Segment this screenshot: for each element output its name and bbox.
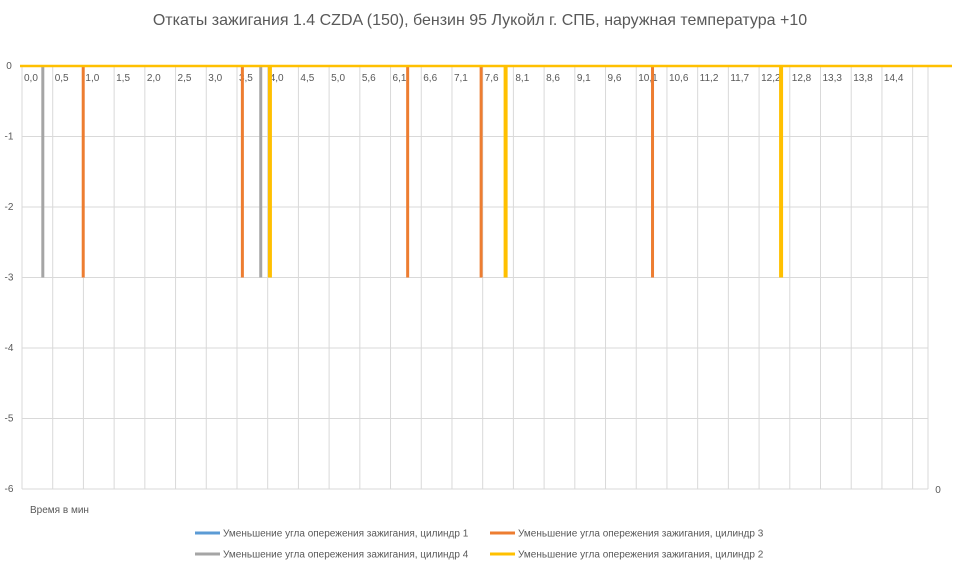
x-tick-label: 6,1 [393, 73, 407, 84]
x-axis: 0,0 0,5 1,0 1,5 2,0 2,5 3,0 3,5 4,0 4,5 5,0 5,6 6,1 6… [24, 73, 904, 84]
x-tick-label: 5,6 [362, 73, 376, 84]
series-layer [20, 64, 952, 278]
grid [21, 65, 929, 490]
y-tick-label: -4 [5, 343, 14, 354]
x-tick-label: 13,8 [853, 73, 873, 84]
x-tick-label: 4,5 [300, 73, 314, 84]
chart-title: Откаты зажигания 1.4 CZDA (150), бензин … [153, 12, 807, 29]
x-tick-label: 12,8 [792, 73, 812, 84]
x-tick-label: 0,5 [55, 73, 69, 84]
x-tick-label: 2,0 [147, 73, 161, 84]
x-tick-label: 14,4 [884, 73, 904, 84]
x-tick-label: 11,2 [700, 73, 719, 84]
y-tick-label: 0 [6, 61, 12, 72]
x-tick-label: 9,6 [608, 73, 622, 84]
x-tick-label: 7,6 [485, 73, 499, 84]
series-2 [81, 66, 655, 278]
legend: Уменьшение угла опережения зажигания, ци… [195, 529, 764, 561]
x-tick-label: 4,0 [270, 73, 284, 84]
legend-item[interactable]: Уменьшение угла опережения зажигания, ци… [490, 529, 764, 540]
x-tick-label: 2,5 [178, 73, 192, 84]
series-4 [267, 66, 784, 278]
y-tick-label: -5 [5, 414, 14, 425]
x-tick-label: 1,0 [85, 73, 99, 84]
x-tick-label: 6,6 [423, 73, 437, 84]
y-tick-label: -6 [5, 484, 14, 495]
series-3 [41, 66, 263, 278]
x-tick-label: 9,1 [577, 73, 591, 84]
legend-item[interactable]: Уменьшение угла опережения зажигания, ци… [195, 550, 469, 561]
x-tick-label: 10,6 [669, 73, 689, 84]
x-tick-label: 12,2 [761, 73, 781, 84]
y-tick-label: -2 [5, 202, 14, 213]
legend-label: Уменьшение угла опережения зажигания, ци… [518, 550, 764, 561]
x-tick-label: 8,6 [546, 73, 560, 84]
x-tick-label: 3,5 [239, 73, 253, 84]
x-tick-label: 0,0 [24, 73, 38, 84]
x-tick-label: 8,1 [515, 73, 529, 84]
x-tick-label: 13,3 [823, 73, 843, 84]
x-tick-label: 10,1 [638, 73, 658, 84]
legend-item[interactable]: Уменьшение угла опережения зажигания, ци… [490, 550, 764, 561]
y-tick-label: -1 [5, 132, 14, 143]
x-tick-label: 1,5 [116, 73, 130, 84]
legend-label: Уменьшение угла опережения зажигания, ци… [223, 529, 469, 540]
y-tick-label: -3 [5, 273, 14, 284]
x-tick-label: 3,0 [208, 73, 222, 84]
legend-label: Уменьшение угла опережения зажигания, ци… [518, 529, 764, 540]
x-tick-label: 11,7 [730, 73, 749, 84]
secondary-axis-label: 0 [935, 485, 941, 496]
x-tick-label: 5,0 [331, 73, 345, 84]
x-axis-title: Время в мин [30, 505, 89, 516]
legend-item[interactable]: Уменьшение угла опережения зажигания, ци… [195, 529, 469, 540]
x-tick-label: 7,1 [454, 73, 468, 84]
legend-label: Уменьшение угла опережения зажигания, ци… [223, 550, 469, 561]
y-axis: 0 -1 -2 -3 -4 -5 -6 [5, 61, 14, 495]
